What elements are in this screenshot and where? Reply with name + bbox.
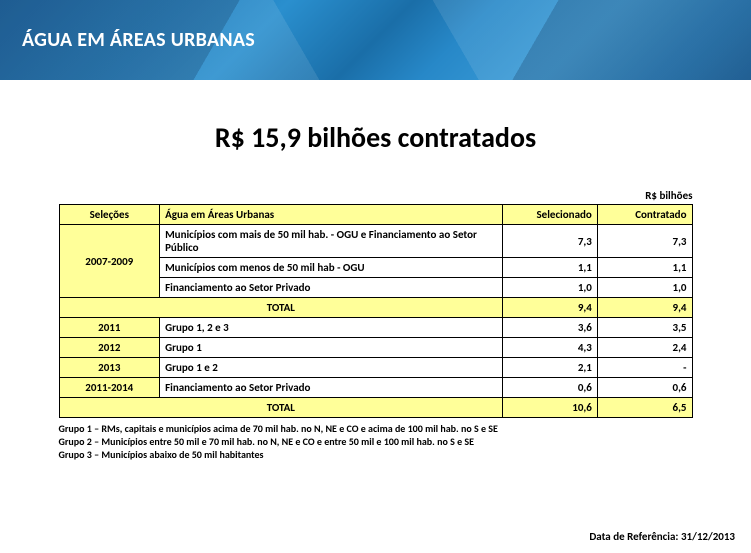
- cell-sel: 7,3: [503, 225, 598, 258]
- cell-total-sel: 10,6: [503, 398, 598, 418]
- table-row: 2007-2009 Municípios com mais de 50 mil …: [59, 225, 692, 258]
- reference-date: Data de Referência: 31/12/2013: [589, 530, 735, 543]
- banner: ÁGUA EM ÁREAS URBANAS: [0, 0, 751, 80]
- cell-con: 7,3: [597, 225, 692, 258]
- footnote-line: Grupo 2 – Municípios entre 50 mil e 70 m…: [59, 435, 693, 448]
- table-row: 2011 Grupo 1, 2 e 3 3,6 3,5: [59, 318, 692, 338]
- cell-desc: Grupo 1 e 2: [160, 358, 503, 378]
- cell-sel: 4,3: [503, 338, 598, 358]
- cell-period: 2011: [59, 318, 160, 338]
- cell-con: 3,5: [597, 318, 692, 338]
- data-table: Seleções Água em Áreas Urbanas Seleciona…: [59, 204, 693, 418]
- cell-sel: 1,1: [503, 258, 598, 278]
- cell-desc: Financiamento ao Setor Privado: [160, 378, 503, 398]
- cell-sel: 3,6: [503, 318, 598, 338]
- cell-sel: 1,0: [503, 278, 598, 298]
- table-total-row: TOTAL 10,6 6,5: [59, 398, 692, 418]
- cell-desc: Financiamento ao Setor Privado: [160, 278, 503, 298]
- cell-con: 1,1: [597, 258, 692, 278]
- footnote-line: Grupo 1 – RMs, capitais e municípios aci…: [59, 422, 693, 435]
- table-total-row: TOTAL 9,4 9,4: [59, 298, 692, 318]
- table-row: 2013 Grupo 1 e 2 2,1 -: [59, 358, 692, 378]
- cell-con: -: [597, 358, 692, 378]
- footnotes: Grupo 1 – RMs, capitais e municípios aci…: [59, 422, 693, 461]
- footnote-line: Grupo 3 – Municípios abaixo de 50 mil ha…: [59, 448, 693, 461]
- col-header-contratado: Contratado: [597, 205, 692, 225]
- cell-total-con: 9,4: [597, 298, 692, 318]
- cell-desc: Grupo 1: [160, 338, 503, 358]
- table-container: R$ bilhões Seleções Água em Áreas Urbana…: [59, 189, 693, 418]
- cell-desc: Municípios com menos de 50 mil hab - OGU: [160, 258, 503, 278]
- cell-sel: 2,1: [503, 358, 598, 378]
- cell-period: 2013: [59, 358, 160, 378]
- cell-sel: 0,6: [503, 378, 598, 398]
- cell-total-con: 6,5: [597, 398, 692, 418]
- table-header-row: Seleções Água em Áreas Urbanas Seleciona…: [59, 205, 692, 225]
- cell-desc: Municípios com mais de 50 mil hab. - OGU…: [160, 225, 503, 258]
- cell-period: 2011-2014: [59, 378, 160, 398]
- col-header-desc: Água em Áreas Urbanas: [160, 205, 503, 225]
- cell-period-2007-2009: 2007-2009: [59, 225, 160, 298]
- cell-con: 2,4: [597, 338, 692, 358]
- table-row: 2012 Grupo 1 4,3 2,4: [59, 338, 692, 358]
- cell-total-label: TOTAL: [59, 298, 503, 318]
- table-row: 2011-2014 Financiamento ao Setor Privado…: [59, 378, 692, 398]
- page-title: R$ 15,9 bilhões contratados: [0, 120, 751, 155]
- cell-con: 0,6: [597, 378, 692, 398]
- col-header-selecoes: Seleções: [59, 205, 160, 225]
- banner-title: ÁGUA EM ÁREAS URBANAS: [0, 0, 751, 52]
- cell-total-sel: 9,4: [503, 298, 598, 318]
- col-header-selecionado: Selecionado: [503, 205, 598, 225]
- cell-con: 1,0: [597, 278, 692, 298]
- cell-total-label: TOTAL: [59, 398, 503, 418]
- unit-label: R$ bilhões: [59, 189, 693, 202]
- cell-period: 2012: [59, 338, 160, 358]
- cell-desc: Grupo 1, 2 e 3: [160, 318, 503, 338]
